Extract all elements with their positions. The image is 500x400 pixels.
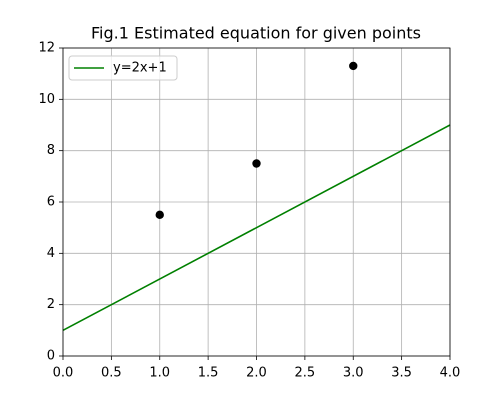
point [252, 159, 261, 168]
x-tick-label: 1.0 [149, 366, 170, 381]
x-tick-label: 2.0 [246, 366, 267, 381]
y-tick-label: 4 [47, 246, 55, 261]
legend-label: y=2x+1 [113, 61, 167, 76]
x-tick-label: 0.0 [53, 366, 74, 381]
line [62, 124, 451, 332]
x-tick-label: 0.5 [101, 366, 122, 381]
chart-title: Fig.1 Estimated equation for given point… [91, 24, 421, 43]
legend-box [68, 55, 178, 81]
y-tick-label: 0 [47, 349, 55, 364]
x-tick-label: 2.5 [295, 366, 316, 381]
x-tick-label: 1.5 [198, 366, 219, 381]
y-tick-label: 6 [47, 195, 55, 210]
y-tick-label: 10 [38, 92, 55, 107]
point [155, 210, 164, 220]
x-tick-label: 3.0 [343, 366, 364, 381]
axes-frame [62, 47, 451, 357]
legend: y=2x+1 [68, 55, 178, 81]
y-tick-label: 2 [47, 297, 55, 312]
point [349, 61, 358, 71]
y-tick-label: 8 [47, 143, 55, 158]
y-tick-label: 12 [38, 41, 55, 56]
x-tick-label: 3.5 [391, 366, 412, 381]
x-tick-label: 4.0 [440, 366, 461, 381]
